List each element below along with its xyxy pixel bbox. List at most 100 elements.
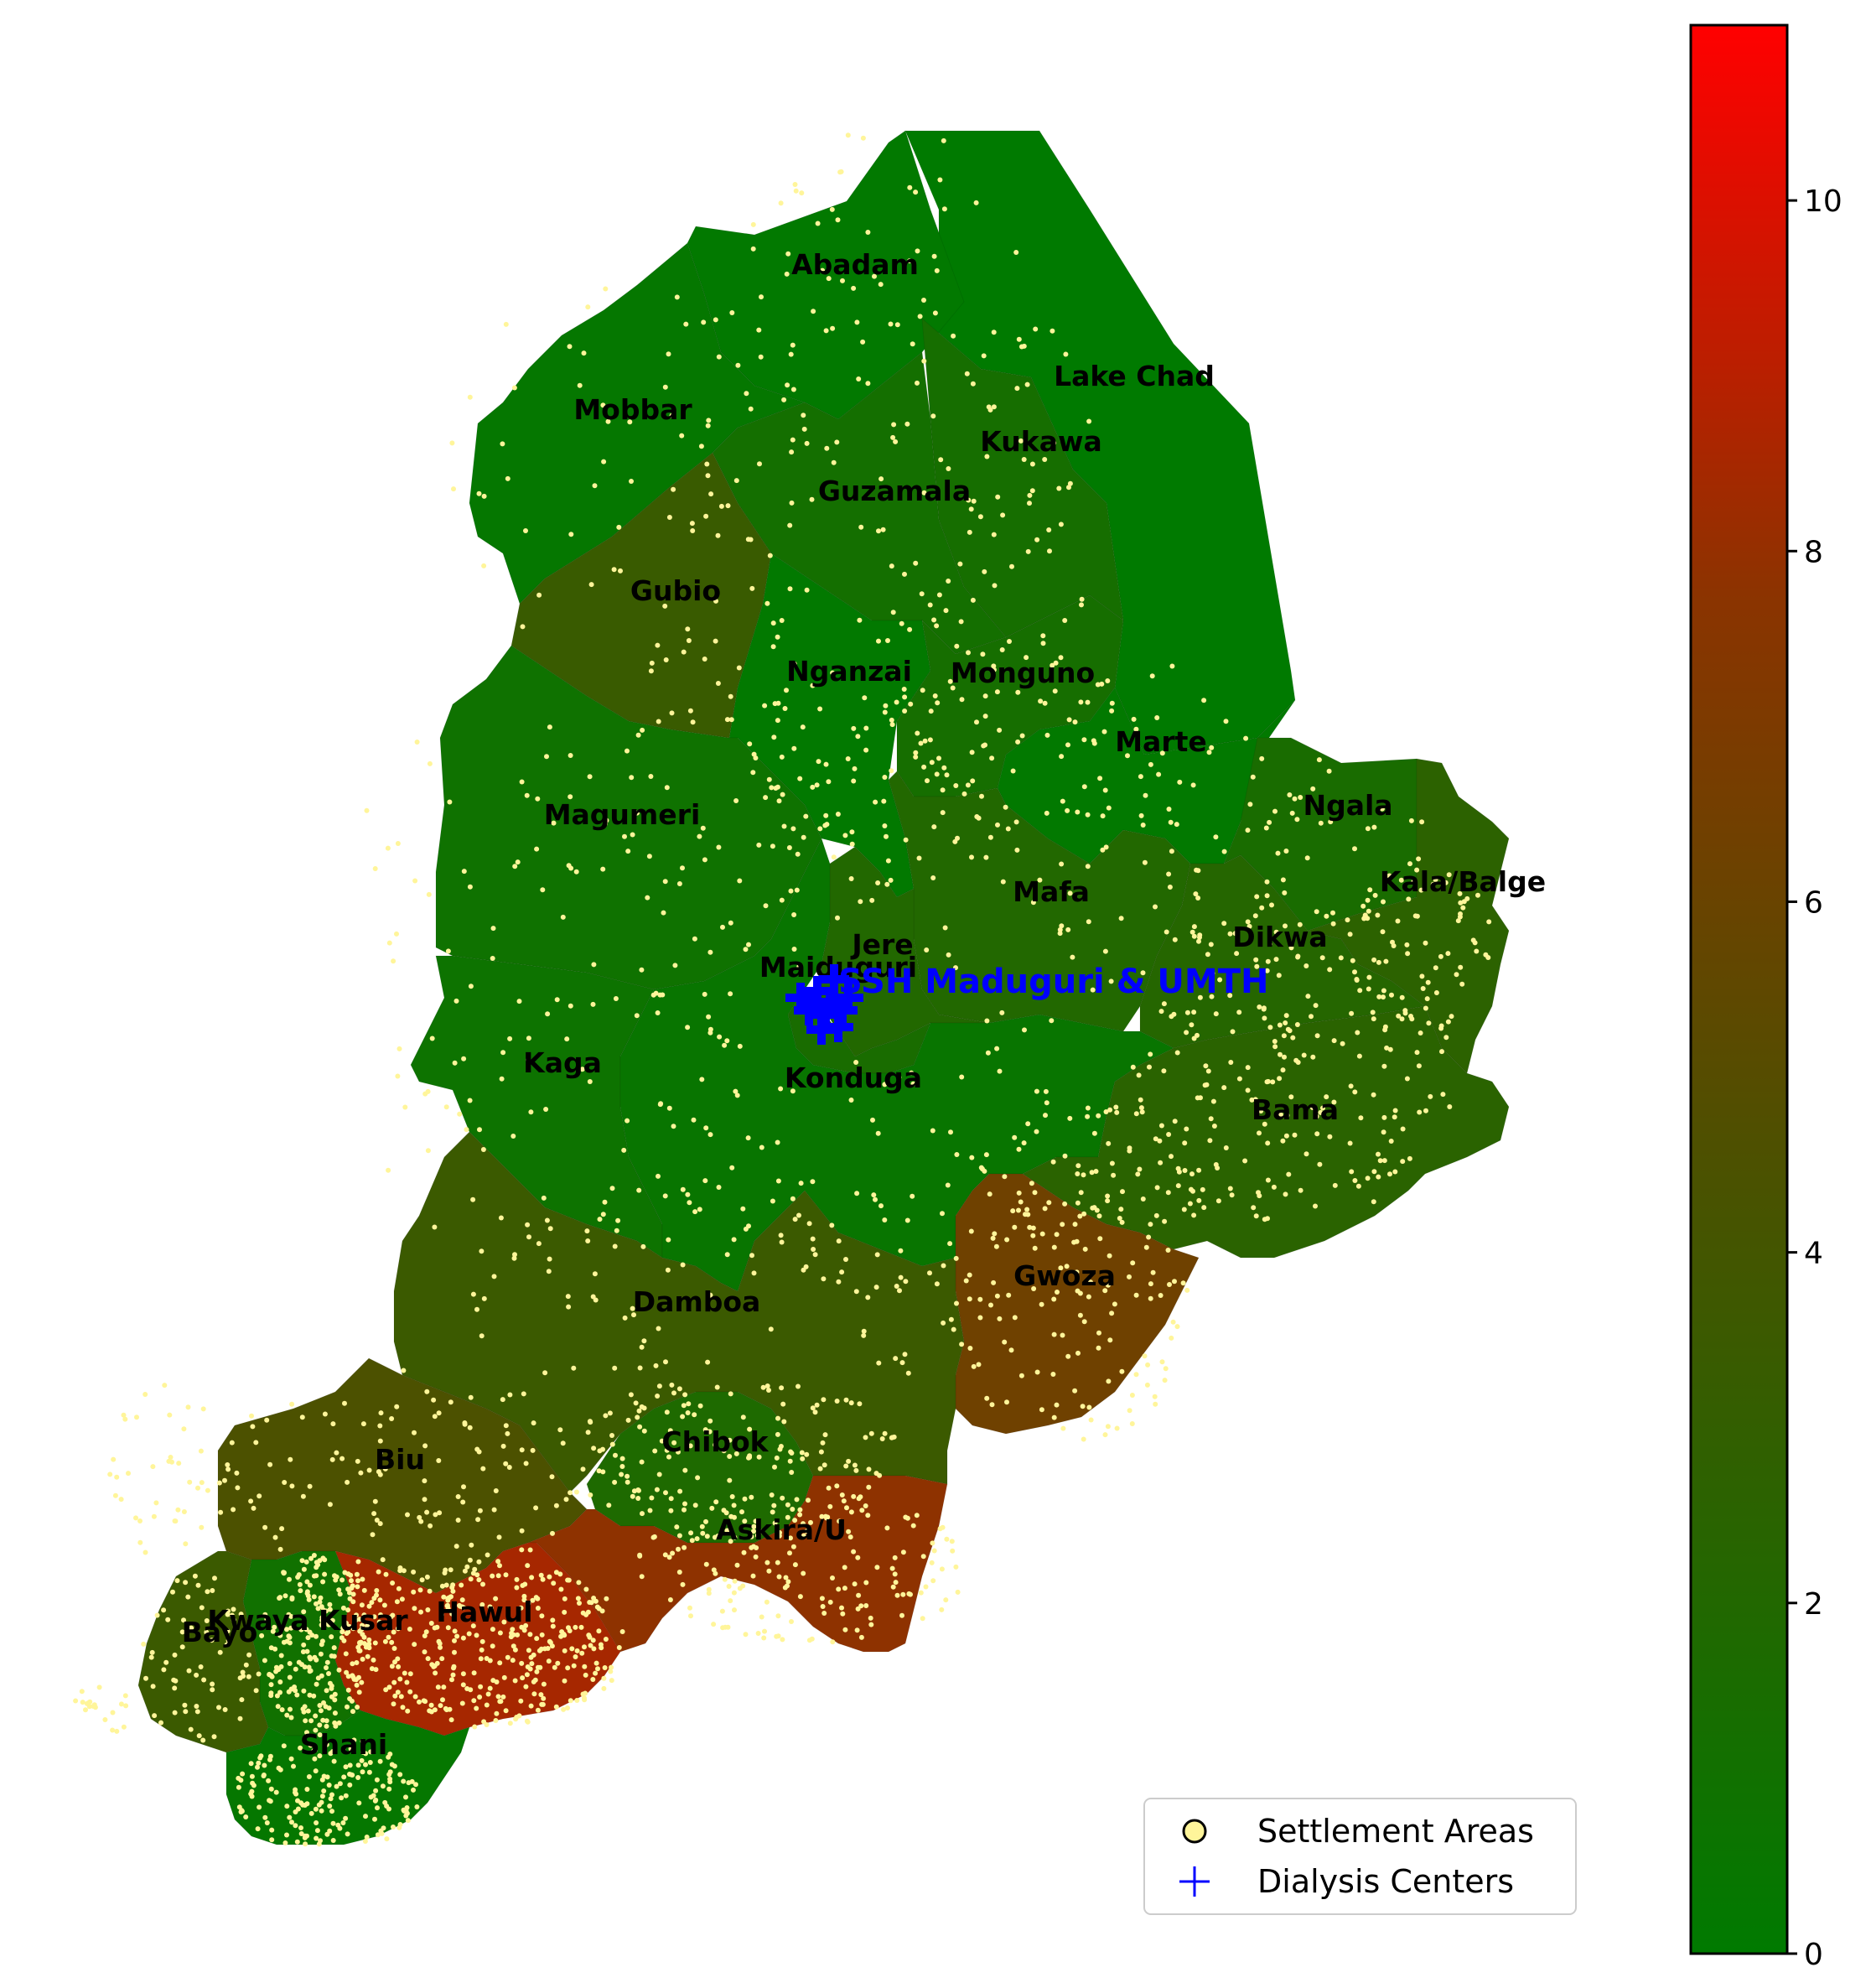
settlement-point [511, 1134, 516, 1139]
settlement-point [594, 1604, 600, 1610]
settlement-point [1392, 1114, 1397, 1120]
settlement-point [1193, 891, 1199, 897]
settlement-point [855, 734, 861, 740]
settlement-point [708, 491, 714, 497]
settlement-point [222, 1477, 227, 1483]
settlement-point [198, 1664, 204, 1669]
settlement-point [639, 1404, 645, 1409]
settlement-point [546, 1269, 552, 1274]
settlement-point [439, 1656, 445, 1662]
settlement-point [759, 1145, 764, 1150]
settlement-point [915, 248, 920, 254]
settlement-point [707, 1026, 713, 1032]
settlement-point [868, 1622, 874, 1627]
settlement-point [878, 476, 884, 482]
settlement-point [382, 1466, 388, 1472]
settlement-point [601, 459, 607, 465]
settlement-point [756, 327, 762, 333]
settlement-point [360, 1622, 365, 1628]
settlement-point [1102, 787, 1108, 793]
settlement-point [356, 1690, 362, 1695]
settlement-point [1252, 913, 1258, 919]
settlement-point [1433, 877, 1438, 882]
settlement-point [546, 1658, 552, 1664]
settlement-point [1187, 1201, 1193, 1207]
settlement-point [1142, 1353, 1148, 1359]
settlement-point [1209, 994, 1215, 999]
settlement-point [521, 1391, 526, 1397]
settlement-point [1196, 938, 1201, 944]
settlement-point [577, 1601, 582, 1606]
settlement-point [842, 1627, 848, 1632]
settlement-point [982, 714, 988, 719]
settlement-point [523, 1461, 529, 1466]
settlement-point [720, 924, 725, 930]
settlement-point [967, 1296, 972, 1302]
settlement-point [865, 230, 871, 235]
settlement-point [913, 750, 919, 755]
settlement-point [1332, 1182, 1338, 1188]
settlement-point [863, 725, 869, 731]
settlement-point [1320, 1105, 1325, 1111]
settlement-point [434, 1660, 440, 1666]
settlement-point [282, 1593, 288, 1599]
settlement-point [941, 765, 947, 771]
settlement-point [1200, 1186, 1205, 1192]
settlement-point [524, 1672, 530, 1678]
settlement-point [669, 413, 675, 418]
settlement-point [618, 568, 623, 574]
settlement-point [1245, 1087, 1251, 1093]
settlement-point [1184, 1030, 1189, 1036]
settlement-point [872, 273, 877, 279]
settlement-point [350, 1591, 356, 1597]
settlement-point [1086, 418, 1092, 424]
settlement-point [863, 1580, 869, 1586]
settlement-point [308, 1718, 314, 1724]
settlement-point [625, 748, 630, 754]
settlement-point [931, 824, 937, 830]
settlement-point [1075, 809, 1081, 815]
settlement-point [287, 1576, 292, 1582]
settlement-point [671, 1124, 676, 1129]
settlement-point [1107, 1337, 1113, 1343]
settlement-point [1168, 819, 1174, 825]
settlement-point [299, 1558, 305, 1564]
settlement-point [722, 1042, 728, 1048]
settlement-point [1051, 440, 1057, 446]
settlement-point [264, 1417, 270, 1423]
settlement-point [737, 1586, 743, 1591]
settlement-point [780, 1637, 785, 1643]
settlement-point [1257, 1004, 1262, 1010]
settlement-point [836, 1586, 842, 1592]
settlement-point [662, 384, 668, 390]
settlement-point [374, 1592, 379, 1598]
settlement-point [880, 527, 886, 532]
settlement-point [772, 701, 778, 707]
settlement-point [743, 1632, 749, 1638]
settlement-point [365, 1643, 371, 1648]
settlement-point [702, 1178, 708, 1184]
settlement-point [750, 246, 756, 252]
settlement-point [613, 996, 619, 1001]
settlement-point [377, 1758, 383, 1764]
settlement-point [293, 1666, 298, 1672]
settlement-point [702, 657, 707, 662]
settlement-point [731, 1237, 737, 1243]
settlement-point [823, 328, 829, 334]
settlement-point [540, 1576, 546, 1582]
settlement-point [1034, 1369, 1040, 1375]
settlement-point [154, 1612, 160, 1618]
settlement-point [422, 1633, 428, 1638]
settlement-point [451, 1664, 457, 1669]
settlement-point [1388, 1139, 1394, 1144]
settlement-point [209, 1638, 215, 1643]
settlement-point [524, 792, 530, 798]
settlement-point [501, 1619, 507, 1625]
settlement-point [1105, 1424, 1111, 1430]
settlement-point [1133, 726, 1139, 732]
settlement-point [296, 1659, 302, 1665]
settlement-point [682, 1507, 687, 1513]
settlement-point [1148, 761, 1153, 767]
settlement-point [792, 1217, 798, 1222]
settlement-point [1195, 895, 1201, 901]
